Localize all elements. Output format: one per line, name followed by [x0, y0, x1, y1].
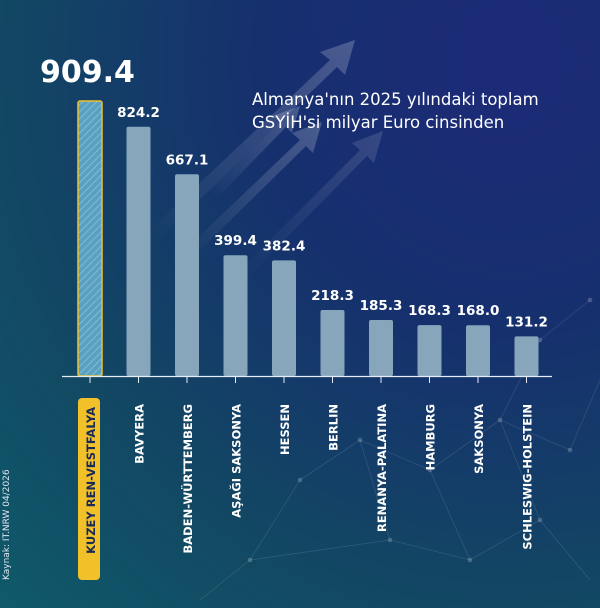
bar-5 [320, 309, 345, 376]
category-label-group-3: AŞAĞI SAKSONYA [229, 404, 244, 518]
value-label-0: 909.4 [40, 55, 135, 90]
category-label-5: BERLIN [327, 404, 341, 451]
value-label-8: 168.0 [457, 303, 500, 319]
bar-1 [126, 126, 151, 376]
bar-6 [369, 319, 393, 376]
category-label-group-4: HESSEN [278, 404, 292, 455]
source-note: Kaynak: IT.NRW 04/2026 [2, 469, 12, 580]
bar-8 [466, 325, 490, 376]
value-label-7: 168.3 [408, 303, 451, 319]
category-label-group-5: BERLIN [327, 404, 341, 451]
value-label-1: 824.2 [117, 105, 160, 121]
category-label-9: SCHLESWIG-HOLSTEIN [521, 404, 535, 550]
category-label-7: HAMBURG [424, 404, 438, 470]
highlight-label-background [78, 398, 100, 580]
category-label-0: KUZEY REN-VESTFALYA [84, 407, 98, 554]
category-label-1: BAVYERA [133, 404, 147, 464]
category-label-2: BADEN-WÜRTTEMBERG [180, 404, 195, 553]
growth-arrows-icon [150, 40, 383, 277]
bar-7 [417, 325, 442, 376]
bar-0 [77, 100, 103, 377]
category-label-group-7: HAMBURG [424, 404, 438, 470]
category-label-group-9: SCHLESWIG-HOLSTEIN [521, 404, 535, 550]
network-lines [199, 297, 600, 601]
category-label-group-8: SAKSONYA [472, 404, 486, 474]
chart-subtitle: Almanya'nın 2025 yılındaki toplam GSYİH'… [252, 90, 539, 132]
bar-2 [175, 174, 199, 376]
category-label-group-2: BADEN-WÜRTTEMBERG [180, 404, 195, 553]
value-label-4: 382.4 [263, 238, 306, 254]
category-label-3: AŞAĞI SAKSONYA [229, 404, 244, 518]
category-label-group-1: BAVYERA [133, 404, 147, 464]
value-label-9: 131.2 [505, 314, 548, 330]
value-label-6: 185.3 [360, 298, 403, 314]
value-label-3: 399.4 [214, 233, 257, 249]
category-label-8: SAKSONYA [472, 404, 486, 474]
category-label-4: HESSEN [278, 404, 292, 455]
bar-9 [514, 336, 539, 376]
bar-3 [223, 255, 248, 376]
category-label-6: RENANYA-PALATINA [375, 404, 389, 532]
value-label-2: 667.1 [166, 152, 209, 168]
category-label-group-0: KUZEY REN-VESTFALYA [78, 398, 100, 580]
category-label-group-6: RENANYA-PALATINA [375, 404, 389, 532]
bar-4 [272, 260, 296, 376]
value-label-5: 218.3 [311, 288, 354, 304]
